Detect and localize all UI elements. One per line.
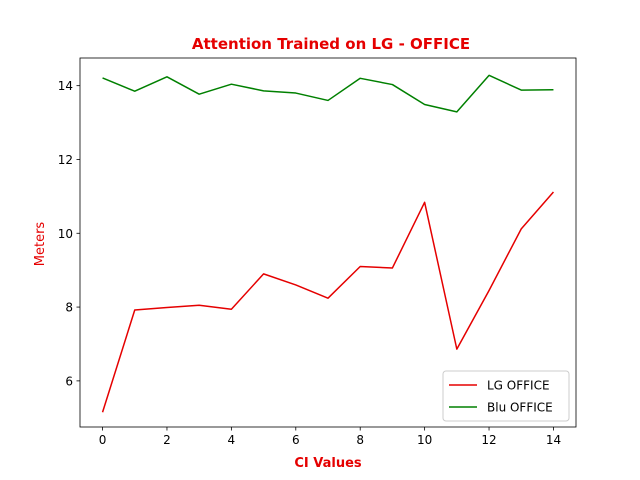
legend: LG OFFICE Blu OFFICE — [442, 370, 570, 422]
plot-frame — [79, 57, 577, 428]
plot-area: 0 2 4 6 8 10 12 14 6 8 10 12 14 — [58, 57, 577, 447]
x-tick-label: 10 — [417, 433, 432, 447]
y-tick-label: 6 — [65, 374, 73, 388]
y-tick-label: 10 — [58, 227, 73, 241]
y-tick-label: 14 — [58, 79, 73, 93]
x-tick-label: 0 — [99, 433, 107, 447]
x-tick-label: 2 — [163, 433, 171, 447]
y-tick-label: 8 — [65, 301, 73, 315]
legend-label-1: LG OFFICE — [487, 379, 550, 393]
legend-label-2: Blu OFFICE — [487, 401, 553, 415]
x-axis-label: CI Values — [294, 456, 362, 471]
x-tick-label: 12 — [481, 433, 496, 447]
x-tick-label: 8 — [356, 433, 364, 447]
x-tick-label: 6 — [292, 433, 300, 447]
y-axis-label: Meters — [33, 222, 48, 267]
y-tick-label: 12 — [58, 153, 73, 167]
chart-title: Attention Trained on LG - OFFICE — [192, 35, 470, 53]
x-tick-label: 14 — [546, 433, 561, 447]
legend-box — [442, 370, 570, 422]
series-line-1 — [101, 191, 555, 413]
x-tick-label: 4 — [228, 433, 236, 447]
series-line-2 — [102, 74, 554, 113]
